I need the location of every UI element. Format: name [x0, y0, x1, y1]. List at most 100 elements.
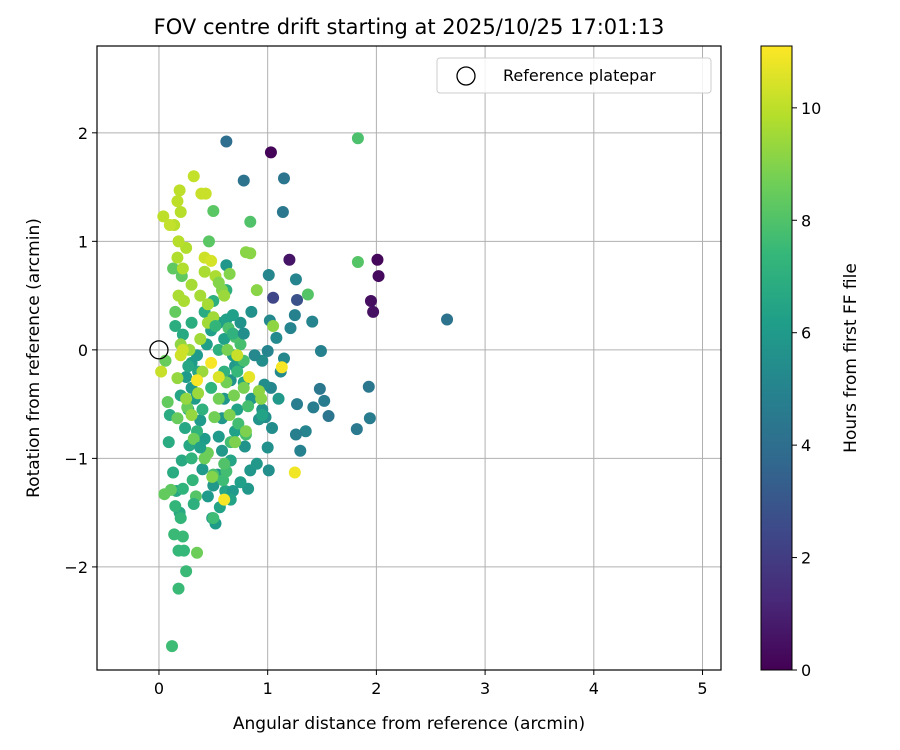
data-point — [301, 288, 314, 301]
data-point — [351, 255, 364, 268]
data-point — [237, 327, 250, 340]
data-point — [322, 410, 335, 423]
data-point — [167, 262, 180, 275]
data-point — [238, 440, 251, 453]
x-tick-label: 3 — [480, 679, 490, 698]
data-point — [166, 640, 179, 653]
y-tick-label: 2 — [78, 124, 88, 143]
data-point — [157, 210, 170, 223]
data-point — [185, 278, 198, 291]
data-point — [252, 385, 265, 398]
data-point — [185, 452, 198, 465]
data-point — [163, 219, 176, 232]
data-point — [172, 582, 185, 595]
data-point — [221, 343, 234, 356]
data-point — [226, 309, 239, 322]
legend-marker-icon — [456, 66, 476, 86]
data-point — [242, 400, 255, 413]
data-point — [174, 206, 187, 219]
data-point — [284, 322, 297, 335]
data-point — [194, 333, 207, 346]
data-point — [367, 305, 380, 318]
data-point — [179, 421, 192, 434]
data-point — [171, 251, 184, 264]
data-point — [177, 295, 190, 308]
data-point — [161, 395, 174, 408]
data-point — [169, 500, 182, 513]
data-point — [169, 305, 182, 318]
y-axis-label: Rotation from reference (arcmin) — [24, 218, 44, 498]
data-point — [294, 444, 307, 457]
data-point — [196, 403, 209, 416]
data-point — [250, 457, 263, 470]
colorbar-tick-label: 6 — [801, 324, 811, 343]
colorbar-tick-label: 2 — [801, 549, 811, 568]
data-point — [218, 493, 231, 506]
data-point — [288, 466, 301, 479]
data-point — [243, 370, 256, 383]
data-point — [239, 425, 252, 438]
data-point — [174, 512, 187, 525]
data-point — [202, 235, 215, 248]
data-point — [205, 356, 218, 369]
plot-frame — [96, 45, 722, 671]
data-point — [185, 316, 198, 329]
data-point — [191, 374, 204, 387]
y-tick-label: −1 — [64, 449, 88, 468]
data-point — [307, 401, 320, 414]
data-point — [227, 389, 240, 402]
data-point — [171, 412, 184, 425]
data-point — [267, 319, 280, 332]
data-point — [162, 436, 175, 449]
data-point — [226, 327, 239, 340]
data-point — [194, 289, 207, 302]
data-point — [187, 432, 200, 445]
data-point — [176, 328, 189, 341]
data-point — [272, 392, 285, 405]
x-axis-label: Angular distance from reference (arcmin) — [233, 714, 585, 734]
data-point — [209, 319, 222, 332]
x-tick-label: 5 — [697, 679, 707, 698]
data-point — [244, 247, 257, 260]
data-point — [194, 414, 207, 427]
data-point — [185, 408, 198, 421]
data-point — [180, 392, 193, 405]
data-point — [201, 298, 214, 311]
data-point — [218, 289, 231, 302]
data-point — [191, 546, 204, 559]
data-point — [176, 343, 189, 356]
colorbar-label: Hours from first FF file — [841, 263, 861, 453]
data-point — [245, 305, 258, 318]
data-point — [192, 387, 205, 400]
axis-ticks: 0 1 2 3 4 5 −2 −1 0 1 2 — [64, 124, 707, 698]
data-point — [261, 344, 274, 357]
colorbar-tick-label: 10 — [801, 99, 821, 118]
data-point — [223, 408, 236, 421]
data-point — [196, 365, 209, 378]
data-point — [223, 267, 236, 280]
data-point — [171, 372, 184, 385]
y-tick-label: 0 — [78, 341, 88, 360]
data-point — [182, 360, 195, 373]
data-point — [180, 370, 193, 383]
x-tick-label: 1 — [263, 679, 273, 698]
data-point — [289, 273, 302, 286]
data-point — [186, 474, 199, 487]
data-point — [291, 293, 304, 306]
y-tick-label: −2 — [64, 558, 88, 577]
data-point — [237, 381, 250, 394]
data-point — [198, 265, 211, 278]
data-point — [155, 365, 168, 378]
data-point — [262, 464, 275, 477]
data-points — [149, 132, 454, 653]
data-point — [158, 488, 171, 501]
data-point — [206, 470, 219, 483]
data-point — [234, 476, 247, 489]
data-point — [351, 132, 364, 145]
data-point — [176, 262, 189, 275]
data-point — [180, 565, 193, 578]
data-point — [212, 430, 225, 443]
data-point — [237, 174, 250, 187]
data-point — [277, 172, 290, 185]
